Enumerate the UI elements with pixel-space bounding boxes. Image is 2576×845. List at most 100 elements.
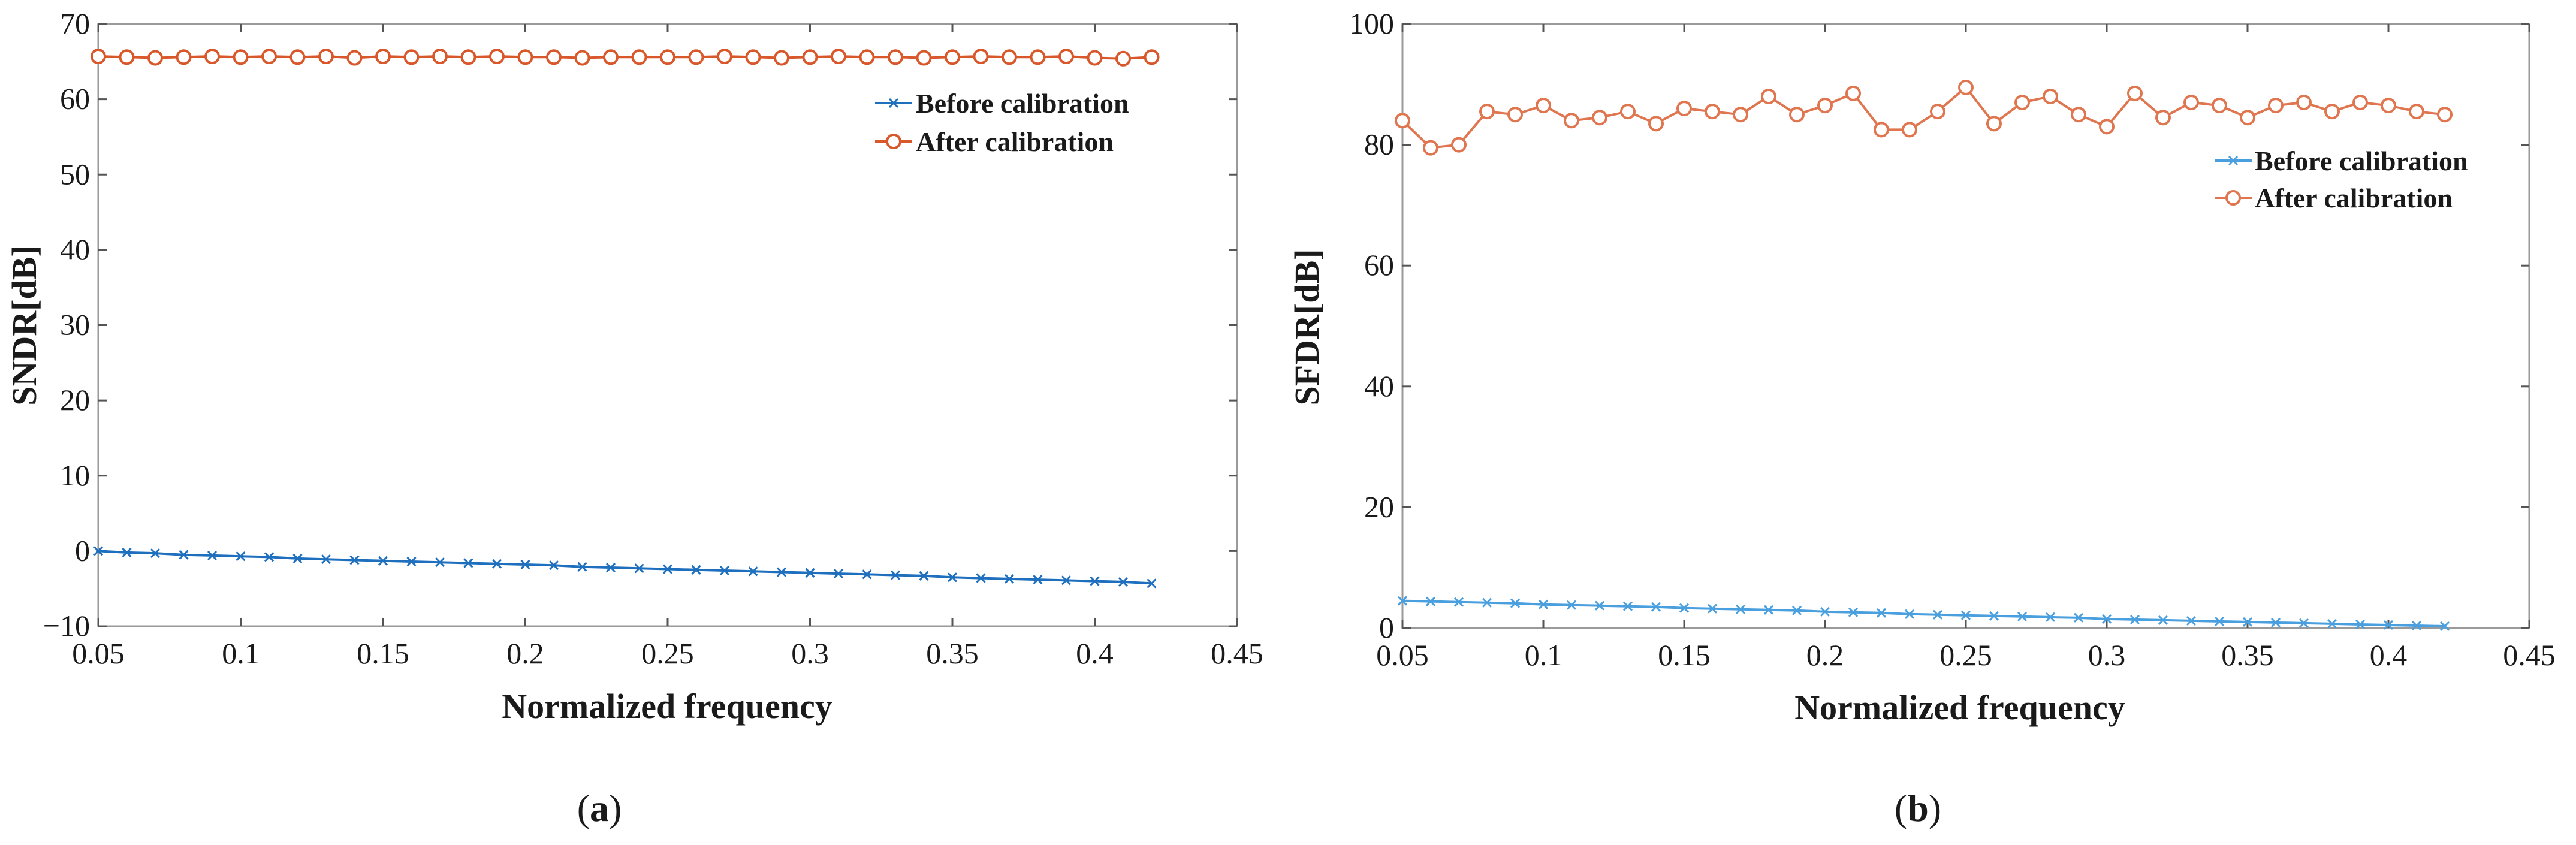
panel-b-before-calibration-point: [1651, 602, 1661, 612]
panel-a-legend-before-label: Before calibration: [916, 88, 1129, 119]
panel-a-after-calibration-point: [745, 49, 761, 65]
panel-a-after-calibration-point: [688, 49, 704, 65]
panel-a-series-markers: [91, 49, 1160, 589]
panel-a-before-calibration-point: [1033, 575, 1043, 585]
panel-a-after-calibration-point: [831, 49, 846, 65]
panel-b-legend: Before calibration After calibration: [2215, 146, 2468, 213]
panel-a-y-tick-label: 60: [60, 82, 90, 116]
panel-b-x-tick-label: 0.2: [1806, 638, 1844, 672]
panel-b-x-tick-label: 0.1: [1525, 638, 1563, 672]
panel-a-after-calibration-point: [1030, 49, 1046, 65]
panel-b-x-tick-label: 0.15: [1658, 638, 1711, 672]
panel-b-before-calibration-point: [1791, 605, 1802, 615]
panel-a-after-calibration-point: [289, 49, 306, 65]
panel-b-before-calibration-point: [2383, 620, 2394, 630]
panel-b-before-calibration-line: [1402, 599, 2445, 627]
panel-b-after-calibration-point: [1451, 137, 1467, 153]
panel-a-before-calibration-point: [520, 559, 530, 570]
panel-b-after-calibration-point: [1479, 104, 1495, 120]
panel-a-before-calibration-point: [919, 571, 929, 581]
panel-b-before-calibration-point: [2017, 611, 2028, 621]
panel-b-after-calibration-point: [1789, 107, 1805, 123]
panel-a-x-axis-title: Normalized frequency: [502, 687, 832, 726]
panel-b-before-calibration-point: [1538, 599, 1549, 609]
panel-a-after-calibration-point: [859, 49, 875, 65]
panel-a-before-calibration-point: [1090, 576, 1100, 586]
panel-a-y-tick-label: −10: [43, 609, 90, 642]
panel-b-before-calibration-point: [1960, 610, 1971, 620]
panel-a-before-calibration-point: [292, 553, 303, 563]
panel-a-legend-after-label: After calibration: [916, 126, 1114, 157]
panel-a-before-calibration-point: [833, 569, 844, 579]
panel-a-x-tick-label: 0.05: [72, 636, 125, 670]
panel-b-after-calibration-point: [1902, 122, 1917, 138]
panel-a-after-calibration-point: [147, 50, 163, 66]
panel-a-caption-open-paren: (: [577, 787, 590, 829]
panel-a-legend: Before calibration After calibration: [875, 88, 1129, 157]
panel-b-after-calibration-point: [2268, 98, 2284, 114]
panel-b-before-calibration-point: [2411, 620, 2422, 631]
panel-a-before-calibration-point: [378, 556, 388, 566]
panel-a-y-axis-title: SNDR[dB]: [5, 245, 44, 406]
panel-b-before-calibration-point: [1932, 609, 1943, 620]
panel-b-caption: (b): [1895, 787, 1941, 829]
panel-a-before-calibration-point: [976, 573, 986, 583]
panel-a-after-calibration-point: [574, 50, 590, 66]
panel-b-after-calibration-point: [1845, 85, 1861, 101]
panel-b-before-calibration-point: [1707, 603, 1718, 614]
panel-b-after-calibration-point: [1874, 122, 1889, 138]
panel-a-after-calibration-point: [403, 49, 420, 65]
panel-b-before-calibration-point: [2299, 618, 2309, 628]
panel-b-x-tick-label: 0.25: [1939, 638, 1992, 672]
panel-a-after-calibration-point: [802, 49, 818, 65]
panel-a-before-calibration-point: [435, 557, 445, 568]
panel-b-after-calibration-point: [2099, 119, 2115, 135]
panel-a-before-calibration-point: [776, 567, 787, 577]
panel-b-after-calibration-point: [1733, 107, 1748, 123]
panel-b-y-tick-label: 60: [1364, 248, 1394, 282]
panel-b-x-axis: 0.05 0.1 0.15 0.2 0.25 0.3 0.35 0.4 0.45: [1376, 24, 2556, 672]
panel-a-before-calibration-point: [862, 569, 872, 580]
panel-b-y-tick-label: 100: [1349, 7, 1394, 40]
panel-a-after-calibration-point: [375, 49, 391, 65]
panel-a-before-calibration-point: [1147, 578, 1157, 589]
panel-b-before-calibration-point: [1989, 611, 1999, 621]
panel-b-after-calibration-point: [1986, 116, 2002, 132]
panel-b-before-calibration-point: [1425, 596, 1436, 606]
panel-b-before-calibration-point: [1904, 609, 1915, 619]
panel-b-after-calibration-point: [2296, 95, 2312, 111]
panel-b-after-calibration-point: [2437, 107, 2453, 123]
panel-b-before-calibration-point: [1820, 606, 1830, 617]
panel-b-before-calibration-point: [2186, 615, 2197, 626]
panel-b-before-calibration-point: [1622, 601, 1633, 611]
panel-a-before-calibration-point: [890, 570, 901, 580]
panel-b-series-markers: [1395, 79, 2453, 632]
panel-a-x-tick-label: 0.15: [357, 636, 409, 670]
panel-a-y-tick-label: 50: [60, 157, 90, 191]
panel-a-after-calibration-point: [546, 49, 562, 65]
panel-b-before-calibration-point: [2045, 612, 2056, 622]
panel-a-before-calibration-point: [207, 550, 218, 560]
panel-a-before-calibration-point: [634, 563, 644, 574]
panel-b-after-calibration-point: [1648, 116, 1664, 132]
panel-b-after-calibration-point: [1705, 104, 1720, 120]
panel-a-before-calibration-point: [605, 562, 616, 573]
panel-b-y-tick-label: 80: [1364, 128, 1394, 161]
panel-b-y-tick-label: 20: [1364, 490, 1394, 523]
panel-b-caption-open-paren: (: [1895, 787, 1907, 829]
panel-b-before-calibration-point: [1735, 604, 1746, 614]
panel-b-legend-after-label: After calibration: [2255, 183, 2453, 213]
panel-a-caption: (a): [577, 787, 622, 829]
panel-a-before-calibration-point: [1061, 575, 1072, 586]
panel-b-after-calibration-point: [1592, 110, 1607, 126]
panel-a-after-calibration-point: [517, 49, 533, 65]
panel-a-y-tick-label: 0: [75, 533, 90, 567]
panel-a-before-calibration-point: [947, 572, 958, 583]
panel-a-before-calibration-point: [179, 550, 189, 560]
panel-b-after-calibration-point: [2183, 95, 2199, 111]
panel-a-after-calibration-point: [1087, 50, 1103, 66]
panel-b-before-calibration-point: [2214, 616, 2225, 626]
panel-a-after-calibration-point: [888, 49, 903, 65]
